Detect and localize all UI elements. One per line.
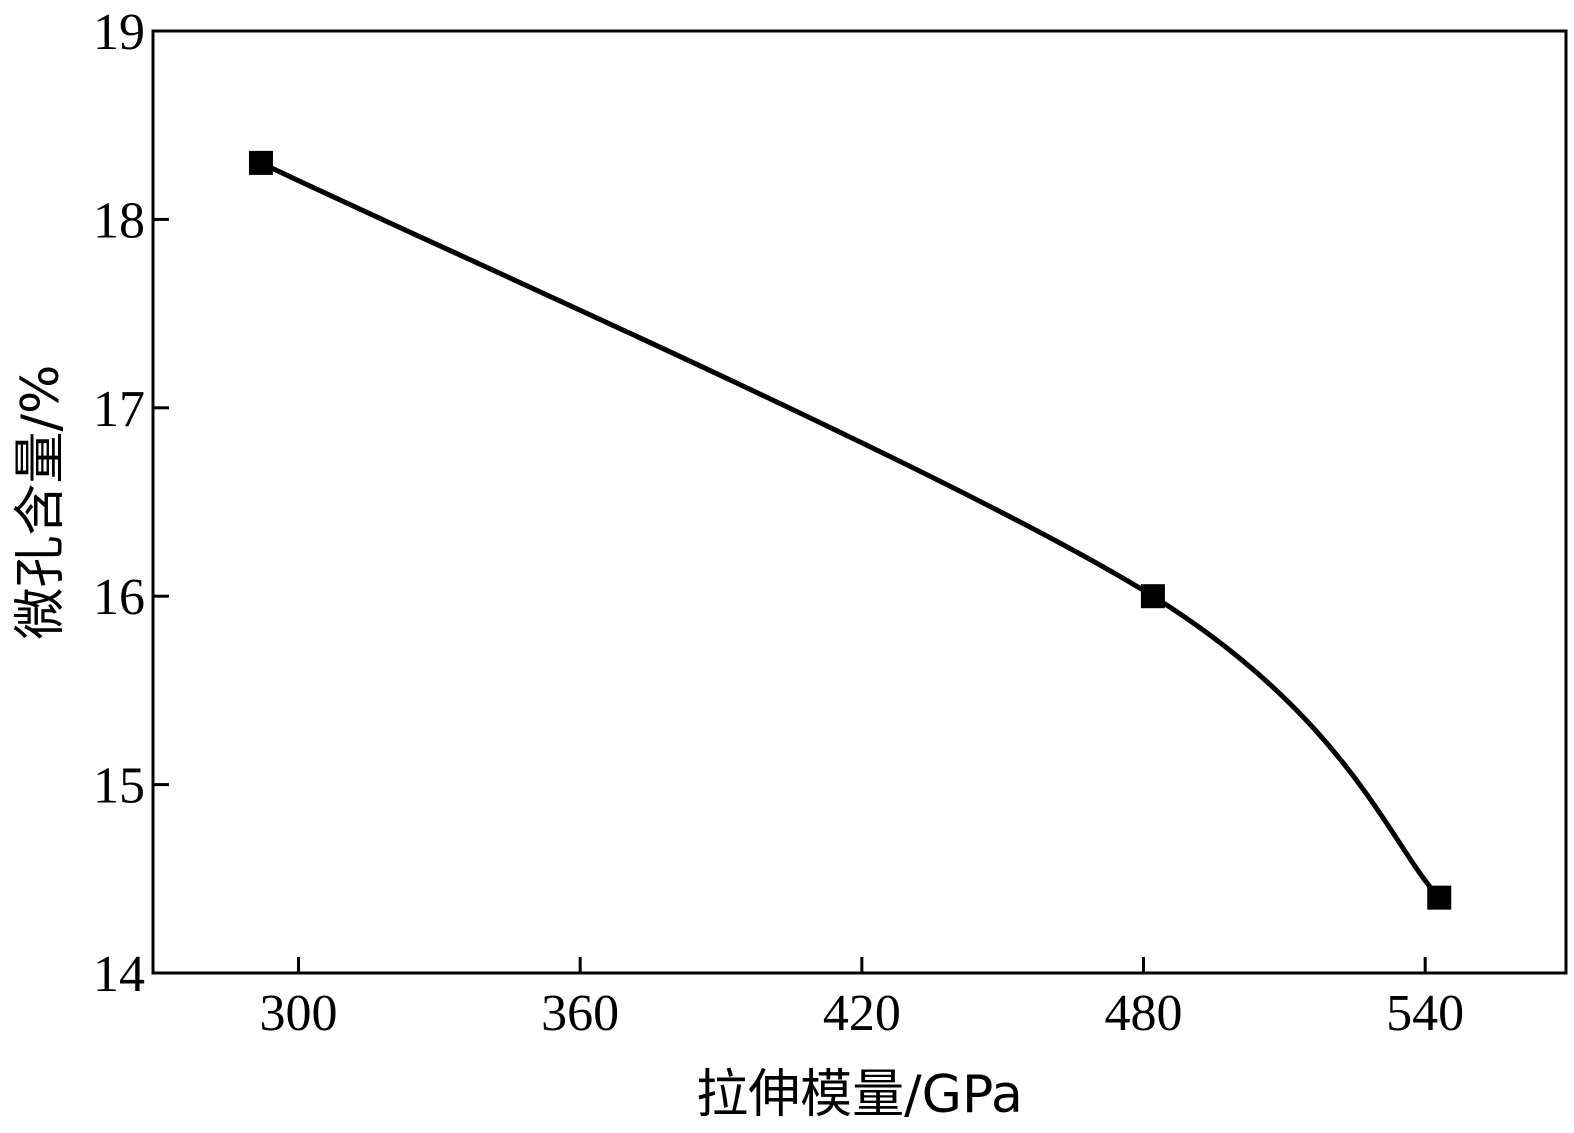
y-tick-label-0: 14 (93, 946, 145, 1003)
y-tick-label-3: 17 (93, 381, 145, 438)
x-tick-label-1: 360 (541, 985, 619, 1042)
y-tick-label-2: 16 (93, 569, 145, 626)
data-point-1 (1140, 584, 1165, 609)
x-tick-label-0: 300 (260, 985, 338, 1042)
y-tick-label-5: 19 (93, 4, 145, 61)
y-tick-label-1: 15 (93, 758, 145, 815)
x-tick-label-3: 480 (1105, 985, 1183, 1042)
series-line (259, 160, 1442, 900)
x-tick-label-4: 540 (1386, 985, 1464, 1042)
x-axis-title: 拉伸模量/GPa (696, 1065, 1023, 1125)
data-point-0 (248, 150, 273, 175)
tick-marks (153, 29, 1427, 975)
data-point-2 (1427, 885, 1452, 910)
series-markers (248, 150, 1452, 910)
plot-frame (151, 29, 1568, 975)
y-axis-title: 微孔含量/% (11, 365, 71, 640)
x-tick-label-2: 420 (823, 985, 901, 1042)
y-tick-label-4: 18 (93, 192, 145, 249)
tick-labels: 300 360 420 480 540 14 15 16 17 18 19 (93, 4, 1464, 1042)
